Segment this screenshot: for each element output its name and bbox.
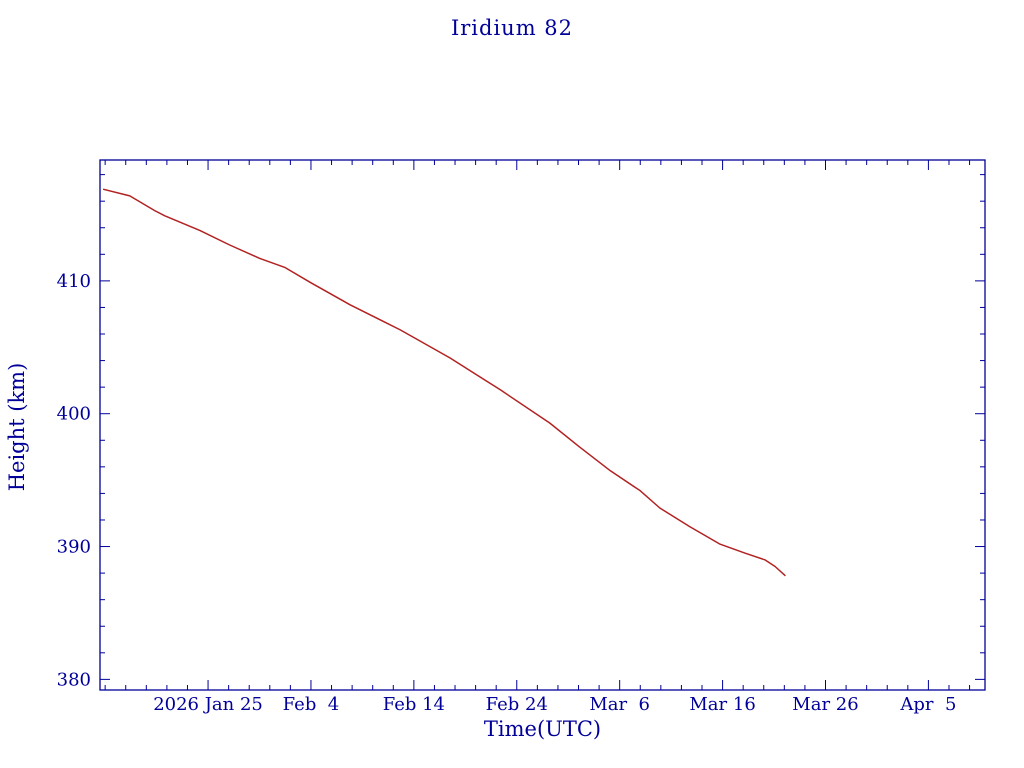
y-tick-label: 410 bbox=[57, 271, 91, 292]
plot-frame bbox=[99, 159, 986, 691]
y-tick-label: 380 bbox=[57, 669, 91, 690]
x-tick-label: Feb 4 bbox=[283, 694, 340, 715]
x-tick-label: Apr 5 bbox=[899, 694, 956, 715]
height-series-line bbox=[102, 188, 786, 577]
y-tick-label: 390 bbox=[57, 537, 91, 558]
x-tick-label: Mar 26 bbox=[792, 694, 858, 715]
y-tick-label: 400 bbox=[57, 404, 91, 425]
x-tick-label: Mar 6 bbox=[589, 694, 650, 715]
x-tick-label: 2026 Jan 25 bbox=[153, 694, 263, 715]
x-tick-label: Mar 16 bbox=[689, 694, 755, 715]
chart-title: Iridium 82 bbox=[450, 16, 574, 40]
x-axis-label: Time(UTC) bbox=[483, 717, 602, 741]
x-tick-label: Feb 24 bbox=[486, 694, 548, 715]
y-axis-label: Height (km) bbox=[5, 362, 29, 492]
x-tick-label: Feb 14 bbox=[383, 694, 445, 715]
